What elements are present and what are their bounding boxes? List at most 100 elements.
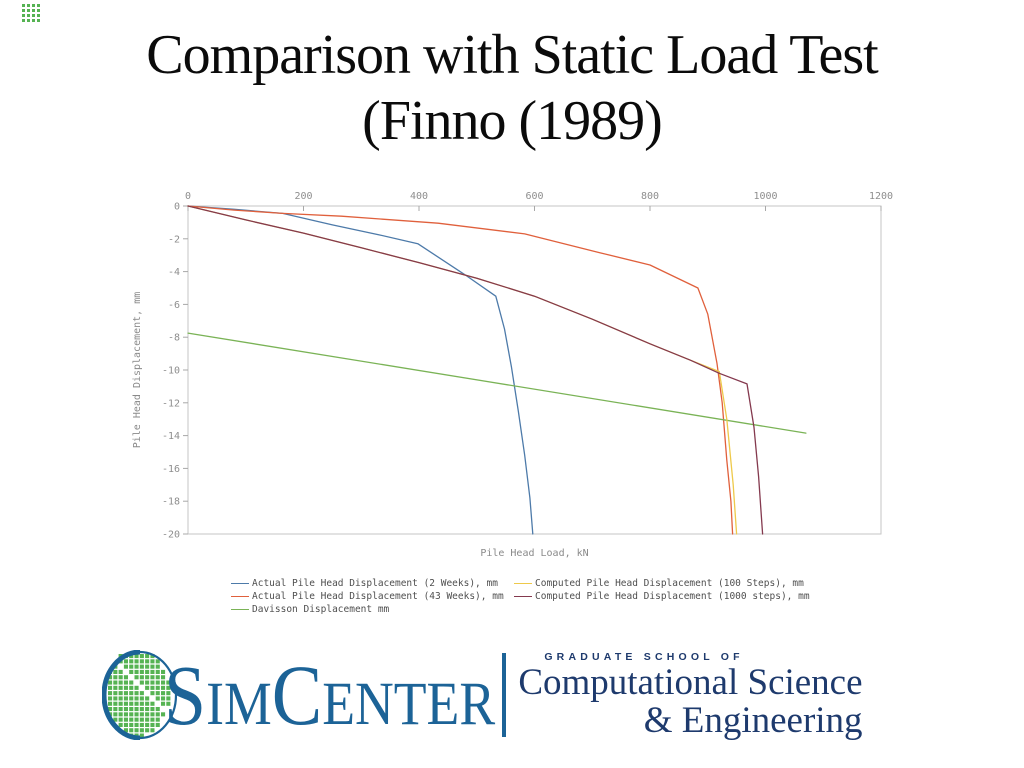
pixel-square: [129, 722, 134, 727]
pixel-square: [150, 669, 155, 674]
legend-item: Computed Pile Head Displacement (1000 st…: [514, 591, 810, 602]
pixel-square: [113, 696, 118, 701]
pixel-square: [150, 680, 155, 685]
legend-item: Davisson Displacement mm: [231, 603, 514, 615]
pixel-square: [139, 664, 144, 669]
pixel-square: [134, 701, 139, 706]
emblem-crescent: [101, 649, 141, 741]
wordmark-letter: C: [271, 647, 323, 743]
pixel-square: [129, 707, 134, 712]
pixel-square: [161, 701, 166, 706]
pixel-square: [134, 664, 139, 669]
plot-border: [187, 205, 882, 535]
pixel-square: [155, 664, 160, 669]
pixel-square: [113, 675, 118, 680]
pixel-square: [139, 728, 144, 733]
pixel-square: [139, 691, 144, 696]
pixel-square: [145, 669, 150, 674]
pixel-square: [155, 696, 160, 701]
pixel-square: [150, 717, 155, 722]
pixel-square: [118, 680, 123, 685]
pixel-square: [134, 717, 139, 722]
pixel-square: [161, 669, 166, 674]
series-line: [187, 205, 734, 535]
y-tick-label: -6: [168, 300, 180, 311]
legend-swatch-line: [231, 608, 249, 610]
pixel-square: [129, 664, 134, 669]
pixel-square: [129, 669, 134, 674]
pixel-square: [139, 733, 144, 738]
pixel-square: [150, 707, 155, 712]
pixel-square: [150, 728, 155, 733]
pixel-square: [145, 685, 150, 690]
series-line: [187, 205, 764, 535]
y-tick-label: -14: [162, 431, 180, 442]
y-tick-label: -20: [162, 530, 180, 541]
simcenter-logo: SIMCENTER GRADUATE SCHOOL OF Computation…: [101, 649, 863, 741]
pixel-square: [113, 691, 118, 696]
pixel-square: [166, 696, 171, 701]
pixel-square: [161, 696, 166, 701]
pixel-square: [108, 680, 113, 685]
pixel-square: [123, 712, 128, 717]
x-tick-label: 600: [525, 191, 543, 202]
pixel-square: [123, 675, 128, 680]
pixel-square: [150, 701, 155, 706]
legend-swatch-line: [514, 595, 532, 597]
wordmark-letter: S: [164, 647, 207, 743]
school-line: GRADUATE SCHOOL OF: [544, 650, 744, 663]
pixel-square: [113, 707, 118, 712]
simcenter-wordmark: SIMCENTER: [164, 652, 495, 738]
pixel-tree-corner-decoration: [22, 3, 41, 22]
pixel-square: [129, 701, 134, 706]
pixel-square: [118, 701, 123, 706]
wordmark-letters: ENTER: [322, 671, 496, 738]
pixel-square: [113, 712, 118, 717]
pixel-square: [108, 701, 113, 706]
chart-legend: Actual Pile Head Displacement (2 Weeks),…: [231, 578, 810, 615]
pixel-square: [145, 654, 150, 659]
pixel-square: [155, 659, 160, 664]
pixel-square: [134, 696, 139, 701]
pixel-square: [150, 664, 155, 669]
pixel-square: [155, 717, 160, 722]
pixel-square: [118, 696, 123, 701]
legend-swatch-line: [231, 582, 249, 584]
x-tick-label: 800: [641, 191, 659, 202]
pixel-square: [150, 654, 155, 659]
pixel-square: [161, 675, 166, 680]
pixel-square: [145, 675, 150, 680]
pixel-square: [161, 685, 166, 690]
pixel-square: [161, 712, 166, 717]
pixel-square: [134, 707, 139, 712]
legend-item: Actual Pile Head Displacement (2 Weeks),…: [231, 578, 514, 589]
pixel-square: [123, 680, 128, 685]
pixel-square: [155, 685, 160, 690]
pixel-square: [139, 712, 144, 717]
pixel-square: [134, 722, 139, 727]
pixel-square: [129, 654, 134, 659]
pixel-square: [155, 691, 160, 696]
slide-title-line2: (Finno (1989): [362, 90, 663, 153]
pixel-square: [139, 717, 144, 722]
pixel-square: [129, 712, 134, 717]
x-axis-title: Pile Head Load, kN: [480, 548, 588, 559]
pixel-square: [155, 712, 160, 717]
pixel-square: [134, 685, 139, 690]
pixel-square: [161, 680, 166, 685]
pixel-square: [108, 707, 113, 712]
pixel-square: [139, 659, 144, 664]
series-line: [187, 205, 738, 535]
legend-label: Davisson Displacement mm: [252, 603, 390, 615]
pixel-square: [166, 685, 171, 690]
y-tick-label: -18: [162, 497, 180, 508]
pixel-square: [150, 659, 155, 664]
pixel-square: [113, 717, 118, 722]
pixel-square: [150, 691, 155, 696]
y-tick-label: 0: [174, 202, 180, 213]
pixel-square: [139, 675, 144, 680]
pixel-square: [139, 696, 144, 701]
pixel-square: [150, 722, 155, 727]
pixel-square: [145, 707, 150, 712]
pixel-square: [139, 701, 144, 706]
